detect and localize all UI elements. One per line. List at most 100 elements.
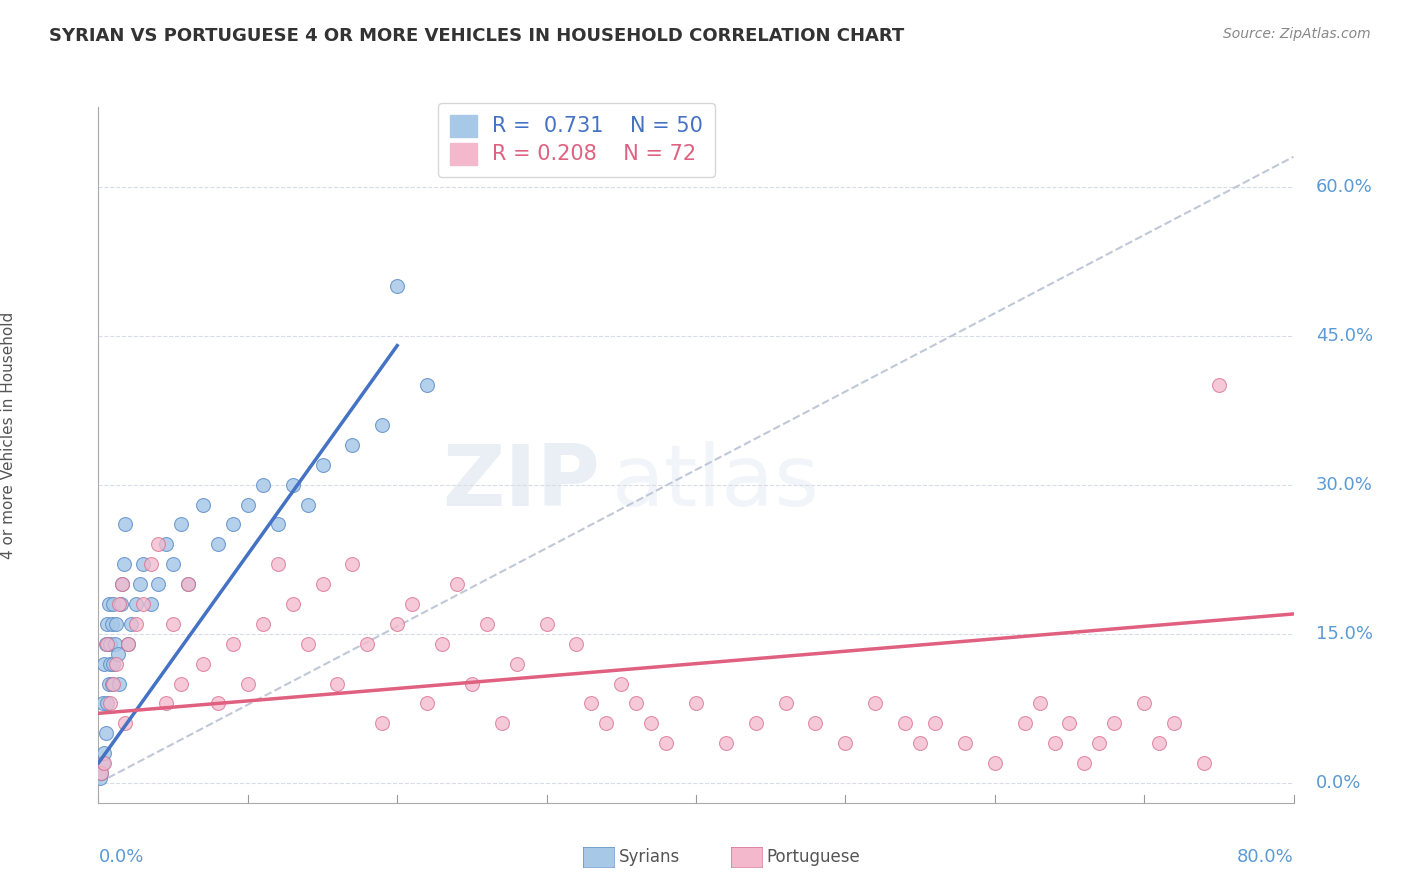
Point	[581, 697, 603, 711]
Point	[93, 746, 115, 760]
Point	[103, 657, 125, 671]
Text: Portuguese: Portuguese	[766, 848, 860, 866]
Point	[595, 716, 617, 731]
Text: 15.0%: 15.0%	[1316, 624, 1372, 643]
Point	[105, 616, 128, 631]
Point	[91, 756, 114, 770]
Point	[114, 517, 136, 532]
Point	[191, 657, 214, 671]
Point	[103, 676, 125, 690]
Point	[94, 637, 117, 651]
Point	[117, 637, 139, 651]
Point	[98, 697, 122, 711]
Point	[714, 736, 737, 750]
Point	[1088, 736, 1111, 750]
Point	[97, 676, 120, 690]
Point	[1208, 378, 1230, 392]
Point	[267, 558, 290, 572]
Point	[1163, 716, 1185, 731]
Point	[117, 637, 139, 651]
Point	[90, 766, 112, 780]
Point	[112, 558, 135, 572]
Point	[155, 697, 177, 711]
Point	[111, 577, 134, 591]
Point	[110, 597, 132, 611]
Point	[132, 558, 155, 572]
Point	[148, 537, 170, 551]
Point	[129, 577, 152, 591]
Point	[120, 616, 142, 631]
Point	[108, 597, 131, 611]
Point	[491, 716, 513, 731]
Point	[804, 716, 827, 731]
Point	[685, 697, 707, 711]
Point	[610, 676, 633, 690]
Text: SYRIAN VS PORTUGUESE 4 OR MORE VEHICLES IN HOUSEHOLD CORRELATION CHART: SYRIAN VS PORTUGUESE 4 OR MORE VEHICLES …	[49, 27, 904, 45]
Point	[385, 279, 409, 293]
Point	[461, 676, 484, 690]
Point	[104, 637, 127, 651]
Point	[252, 616, 274, 631]
Point	[924, 716, 946, 731]
Text: Source: ZipAtlas.com: Source: ZipAtlas.com	[1223, 27, 1371, 41]
Text: atlas: atlas	[612, 442, 820, 524]
Point	[169, 676, 191, 690]
Point	[97, 597, 120, 611]
Point	[430, 637, 453, 651]
Point	[1133, 697, 1156, 711]
Point	[162, 616, 184, 631]
Point	[356, 637, 378, 651]
Point	[894, 716, 917, 731]
Point	[983, 756, 1005, 770]
Point	[745, 716, 768, 731]
Point	[107, 647, 129, 661]
Text: 30.0%: 30.0%	[1316, 475, 1372, 494]
Point	[416, 697, 439, 711]
Point	[96, 616, 118, 631]
Point	[297, 498, 319, 512]
Point	[775, 697, 797, 711]
Point	[236, 498, 259, 512]
Point	[207, 537, 229, 551]
Point	[222, 517, 245, 532]
Point	[101, 616, 124, 631]
Point	[1147, 736, 1170, 750]
Point	[371, 716, 394, 731]
Text: 0.0%: 0.0%	[1316, 774, 1361, 792]
Point	[252, 477, 274, 491]
Point	[90, 766, 112, 780]
Point	[342, 438, 364, 452]
Point	[311, 577, 333, 591]
Point	[139, 597, 162, 611]
Point	[125, 597, 148, 611]
Text: 45.0%: 45.0%	[1316, 326, 1374, 344]
Point	[385, 616, 409, 631]
Point	[371, 418, 394, 433]
Point	[834, 736, 856, 750]
Point	[1043, 736, 1066, 750]
Point	[222, 637, 245, 651]
Point	[94, 726, 117, 740]
Point	[155, 537, 177, 551]
Point	[91, 697, 114, 711]
Point	[93, 657, 115, 671]
Point	[89, 771, 111, 785]
Point	[624, 697, 647, 711]
Legend: R =  0.731    N = 50, R = 0.208    N = 72: R = 0.731 N = 50, R = 0.208 N = 72	[437, 103, 716, 177]
Point	[342, 558, 364, 572]
Point	[96, 637, 118, 651]
Point	[640, 716, 662, 731]
Point	[236, 676, 259, 690]
Point	[177, 577, 200, 591]
Point	[297, 637, 319, 651]
Point	[536, 616, 558, 631]
Point	[169, 517, 191, 532]
Point	[311, 458, 333, 472]
Point	[953, 736, 976, 750]
Point	[908, 736, 931, 750]
Point	[207, 697, 229, 711]
Point	[103, 597, 125, 611]
Point	[416, 378, 439, 392]
Point	[177, 577, 200, 591]
Point	[281, 597, 304, 611]
